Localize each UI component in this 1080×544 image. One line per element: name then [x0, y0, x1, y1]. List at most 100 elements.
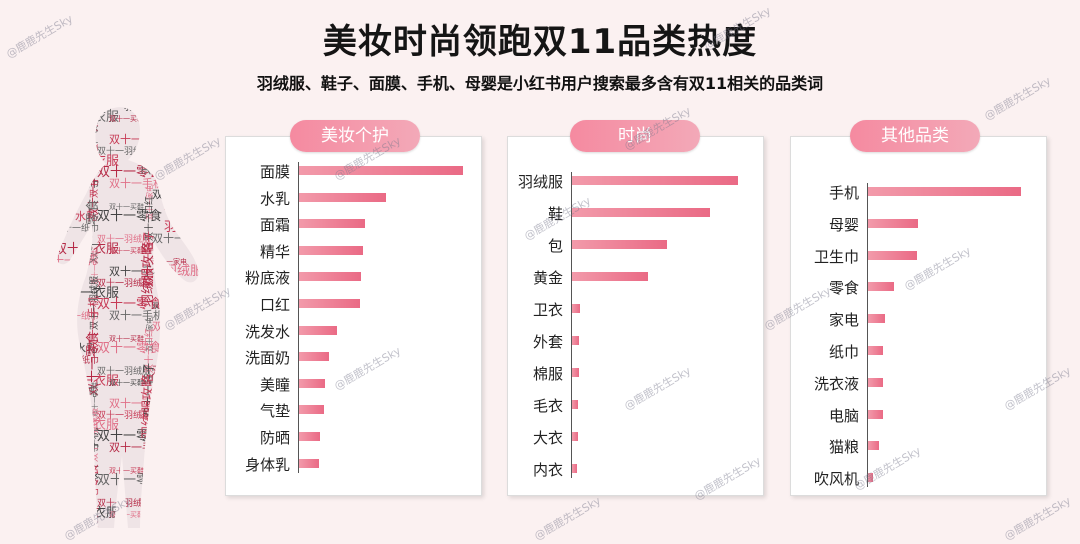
chart-1-category-label: 鞋 — [547, 205, 563, 223]
silhouette-word: 双十一鞋子 — [152, 363, 206, 377]
silhouette-word: 双十一家电 — [152, 389, 187, 398]
chart-1-bar — [572, 208, 710, 217]
silhouette-word: 双十一口红 — [164, 200, 206, 212]
silhouette-word: 双十一纸巾 — [54, 486, 99, 498]
silhouette-word: 双十一家电 — [152, 521, 187, 530]
silhouette-word: 双十一家电 — [152, 433, 187, 442]
silhouette-word: 双十一零食 — [85, 331, 101, 396]
chart-2-bar — [868, 409, 884, 419]
chart-2-axis — [867, 183, 868, 488]
chart-2-category-label: 零食 — [828, 279, 859, 298]
chart-0-category-label: 水乳 — [259, 189, 290, 208]
chart-2-bar — [868, 377, 884, 387]
silhouette-word: 双十一零食 — [97, 472, 162, 488]
chart-0-bar — [299, 352, 329, 362]
chart-0-category-label: 防晒 — [259, 429, 290, 447]
silhouette-word: 双十一纸巾 — [36, 482, 45, 527]
silhouette-word: 双十一羽绒服 — [97, 365, 151, 377]
chart-0-bar — [299, 219, 365, 229]
silhouette-word: 双十一买鞋 — [109, 114, 144, 123]
page-title: 美妆时尚领跑双11品类热度 — [322, 22, 758, 62]
chart-2-category-label: 猫粮 — [828, 438, 859, 457]
silhouette-word: 双十一鞋子 — [152, 451, 206, 465]
pill-beauty: 美妆个护 — [290, 120, 420, 152]
silhouette-word: 双十一水乳 — [36, 253, 45, 308]
chart-2-category-label: 吹风机 — [813, 470, 859, 489]
silhouette-word: 双十一家电 — [152, 125, 187, 134]
silhouette-word: 双十一面膜 — [42, 455, 77, 464]
chart-2-bar — [868, 282, 894, 292]
pill-fashion: 时尚 — [570, 120, 700, 152]
silhouette-word: 双十一买鞋 — [109, 202, 144, 211]
silhouette-word: 羽绒服攻略 — [140, 110, 156, 175]
silhouette-word: 双十一手机 — [109, 132, 164, 146]
chart-0-category-label: 精华 — [259, 242, 290, 261]
silhouette-word: 双十一面膜 — [42, 411, 77, 420]
chart-2-category-label: 母婴 — [828, 215, 859, 234]
silhouette-word: 双十一口红 — [164, 332, 206, 344]
chart-0-category-label: 气垫 — [259, 402, 290, 421]
silhouette-word: 双十一鞋子 — [152, 100, 206, 113]
silhouette-word: 羽绒服攻略 — [164, 527, 206, 532]
chart-2-category-label: 洗衣液 — [813, 374, 859, 393]
chart-1-axis — [571, 172, 572, 478]
silhouette-word: 双十一买鞋 — [109, 246, 144, 255]
silhouette-word: 双十一口红 — [164, 420, 206, 432]
silhouette-word: 双十一口红 — [143, 100, 155, 109]
silhouette-word: 双十一家电 — [145, 317, 154, 352]
silhouette-word: 双十一纸巾 — [54, 442, 99, 454]
chart-1-bar — [572, 464, 577, 473]
silhouette-word: 双十一面膜 — [42, 147, 77, 156]
silhouette-word: 双十一手机 — [109, 308, 164, 322]
chart-0-bar — [299, 378, 326, 388]
silhouette-word: 双十一零食 — [97, 296, 162, 312]
chart-1-bar — [572, 432, 578, 441]
silhouette-word: 双十一鞋子 — [152, 495, 206, 509]
silhouette-word: 双十一羽绒服 — [88, 276, 100, 330]
chart-1-category-label: 大衣 — [532, 429, 563, 447]
pill-other: 其他品类 — [850, 120, 980, 152]
chart-0-category-label: 面膜 — [259, 163, 290, 181]
woman-silhouette-wordcloud: 双十一面膜双十一羽绒服双十一鞋子双十一衣服双十一买鞋双十一口红双十一水乳双十一零… — [36, 100, 206, 532]
chart-1-bar — [572, 176, 738, 185]
silhouette-word: 羽绒服攻略 — [164, 263, 206, 279]
silhouette-word: 双十一羽绒服 — [97, 277, 151, 289]
silhouette-word: 双十一鞋子 — [152, 187, 206, 201]
silhouette-word: 双十一鞋子 — [141, 100, 155, 154]
silhouette-word: 双十一羽绒服 — [97, 409, 151, 421]
silhouette-word: 双十一手机 — [109, 264, 164, 278]
chart-1-bar — [572, 400, 578, 409]
silhouette-word: 双十一家电 — [152, 257, 187, 266]
silhouette-word: 双十一口红 — [164, 464, 206, 476]
chart-0-bar — [299, 325, 337, 335]
chart-1-category-label: 黄金 — [532, 269, 563, 287]
silhouette-word: 双十一纸巾 — [36, 218, 45, 263]
chart-1-bar — [572, 240, 667, 249]
chart-1-category-label: 卫衣 — [532, 301, 563, 319]
chart-2-category-label: 电脑 — [828, 406, 859, 425]
silhouette-word: 羽绒服攻略 — [164, 395, 206, 411]
silhouette-word: 双十一面膜 — [42, 279, 77, 288]
silhouette-word: 双十一买鞋 — [90, 382, 99, 417]
silhouette-word: 双十一水乳 — [36, 385, 45, 440]
chart-0-category-label: 洗发水 — [244, 322, 290, 341]
silhouette-word: 双十一纸巾 — [36, 100, 45, 131]
chart-1-bar — [572, 368, 579, 377]
chart-0-bar — [299, 245, 363, 255]
silhouette-word: 双十一口红 — [143, 196, 155, 241]
chart-0-axis — [298, 162, 299, 473]
silhouette-word: 双十一手机 — [109, 176, 164, 190]
chart-0-bar — [299, 192, 386, 202]
silhouette-word: 双十一水乳 — [42, 473, 97, 487]
silhouette-word: 双十一衣服 — [36, 396, 46, 461]
chart-1-category-label: 内衣 — [532, 461, 563, 479]
chart-0-bar — [299, 272, 362, 282]
silhouette-word: 双十一口红 — [143, 460, 155, 505]
chart-0-bar — [299, 405, 324, 415]
chart-1-bar — [572, 272, 649, 281]
chart-2-bar — [868, 250, 917, 260]
silhouette-word: 双十一手机 — [86, 296, 100, 351]
silhouette-word: 双十一零食 — [97, 208, 162, 224]
chart-0-bar — [299, 432, 321, 441]
chart-1-category-label: 外套 — [532, 333, 563, 351]
